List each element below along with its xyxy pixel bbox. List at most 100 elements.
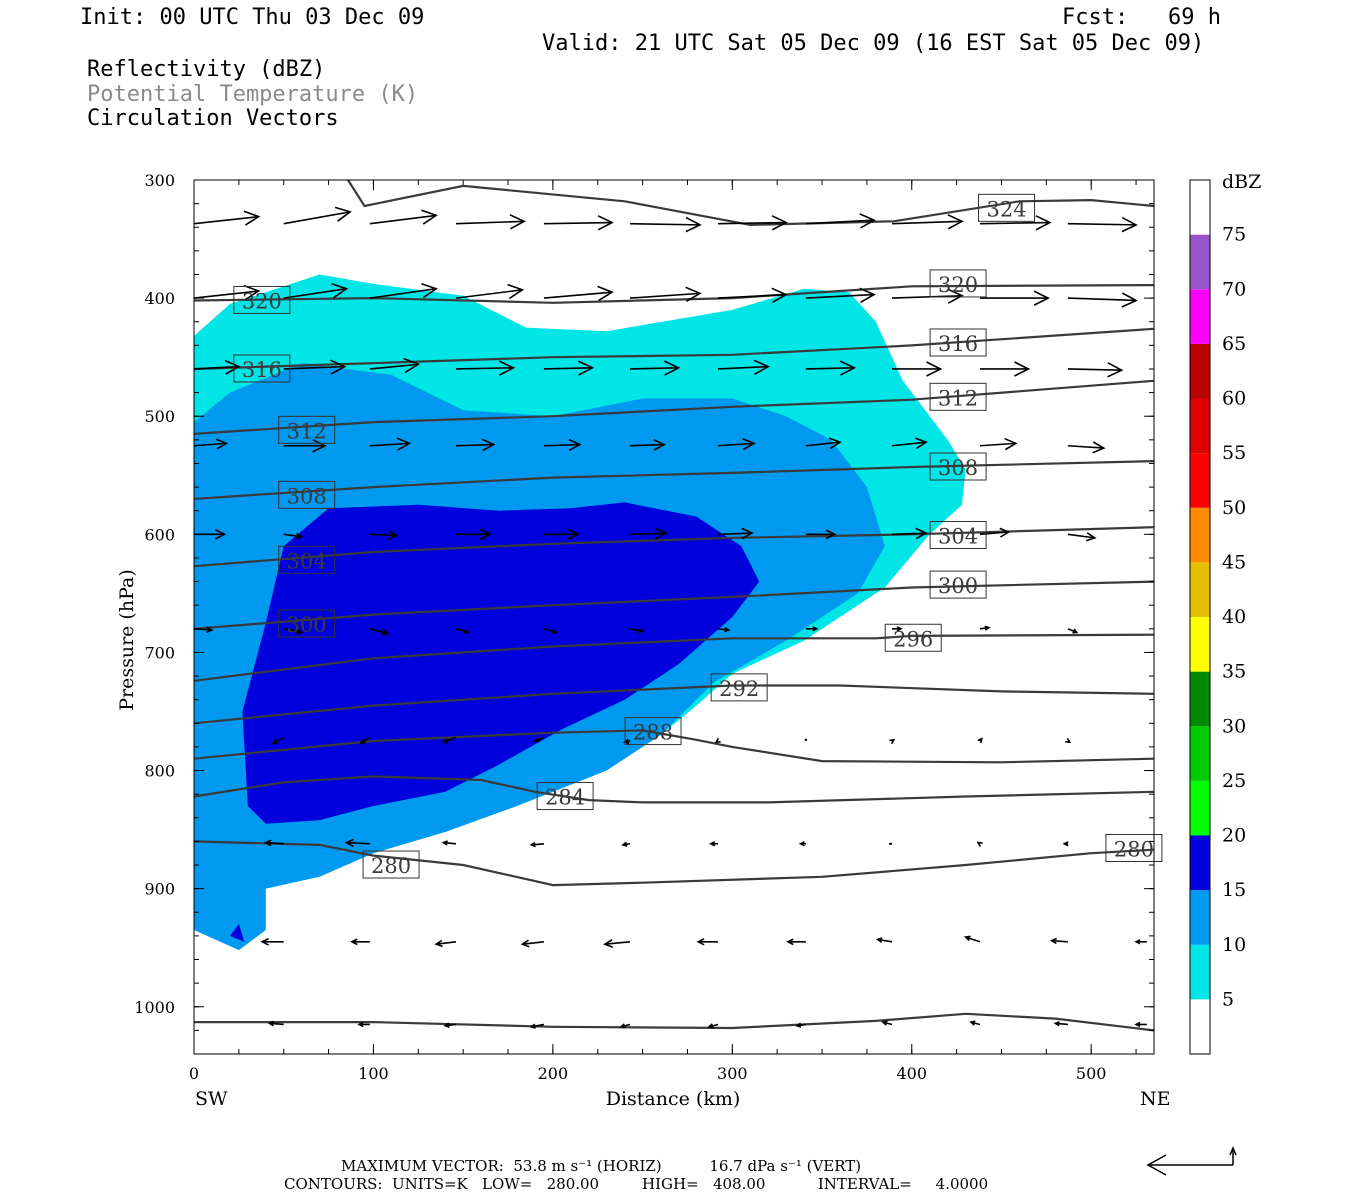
x-tick-label: 100	[358, 1064, 389, 1083]
colorbar-swatch	[1190, 180, 1210, 235]
circulation-vector	[1053, 1020, 1068, 1027]
circulation-vector	[979, 215, 1052, 231]
theta-label-292: 292	[710, 673, 768, 702]
colorbar-swatch	[1190, 398, 1210, 454]
svg-text:312: 312	[938, 386, 978, 410]
svg-text:296: 296	[893, 627, 933, 651]
circulation-vector	[1049, 937, 1068, 945]
circulation-vector	[543, 628, 559, 634]
theta-label-296: 296	[884, 623, 942, 652]
svg-text:284: 284	[545, 786, 585, 810]
circulation-vector	[889, 842, 893, 845]
colorbar-level-label: 30	[1222, 715, 1246, 737]
circulation-vector	[976, 841, 983, 847]
circulation-vector	[875, 937, 893, 943]
colorbar-swatch	[1190, 999, 1210, 1054]
circulation-vector	[707, 1023, 719, 1029]
circulation-vector	[350, 938, 370, 946]
theta-contour-308	[194, 460, 1154, 500]
circulation-vector	[283, 438, 327, 453]
circulation-vector	[1067, 292, 1138, 308]
theta-label-304: 304	[278, 545, 336, 574]
circulation-vector	[267, 1020, 284, 1027]
circulation-vector	[977, 737, 983, 744]
theta-label-312: 312	[929, 382, 987, 411]
direction-sw: SW	[195, 1088, 228, 1110]
theta-label-308: 308	[278, 480, 336, 509]
y-tick-label: 500	[144, 407, 175, 426]
circulation-vector	[455, 360, 516, 376]
circulation-vector	[344, 838, 370, 848]
x-tick-label: 300	[717, 1064, 748, 1083]
circulation-vector	[630, 439, 666, 451]
colorbar-swatch	[1190, 890, 1210, 945]
theta-contour-296	[194, 633, 1154, 682]
circulation-vector	[455, 528, 492, 541]
theta-contour-304	[194, 526, 1154, 568]
colorbar: 5 10 15 20 25 30 35 40 45 50 55 60 65 70 75	[1189, 179, 1246, 1055]
colorbar-swatch	[1190, 617, 1210, 672]
circulation-vector	[1067, 362, 1124, 378]
colorbar-swatch	[1190, 453, 1210, 508]
x-tick-label: 0	[189, 1064, 199, 1083]
colorbar-level-label: 15	[1222, 879, 1246, 901]
theta-label-280: 280	[362, 850, 420, 879]
colorbar-level-label: 55	[1222, 442, 1246, 464]
valid-time: Valid: 21 UTC Sat 05 Dec 09 (16 EST Sat …	[542, 31, 1205, 56]
circulation-vector	[629, 286, 702, 302]
circulation-vector	[969, 1020, 981, 1026]
theta-label-284: 284	[536, 782, 594, 811]
x-tick-label: 400	[896, 1064, 927, 1083]
theta-label-300: 300	[278, 609, 336, 638]
circulation-vector	[359, 736, 371, 745]
theta-contour-284	[194, 775, 1154, 804]
circulation-vector	[621, 841, 631, 848]
circulation-vector	[543, 528, 580, 541]
circulation-vector	[805, 529, 837, 540]
theta-label-288: 288	[624, 717, 682, 746]
circulation-vector	[283, 206, 352, 225]
theta-label-308: 308	[929, 452, 987, 481]
circulation-vector	[543, 285, 614, 302]
circulation-vector	[881, 1020, 893, 1026]
circulation-vector	[889, 738, 896, 745]
reflectivity-15dbz-region	[229, 924, 245, 942]
theta-label-280: 280	[1105, 833, 1163, 862]
circulation-vector	[271, 736, 285, 745]
colorbar-level-label: 20	[1222, 825, 1246, 847]
y-tick-label: 800	[144, 762, 175, 781]
circulation-vector	[533, 736, 545, 743]
circulation-vector	[714, 737, 721, 744]
theta-contour-316	[194, 327, 1154, 371]
theta-label-304: 304	[929, 521, 987, 550]
circulation-vector	[455, 283, 525, 300]
svg-text:324: 324	[986, 197, 1026, 221]
svg-text:308: 308	[287, 484, 327, 508]
circulation-vector	[369, 357, 421, 374]
colorbar-level-label: 5	[1222, 988, 1234, 1010]
circulation-vector	[283, 283, 349, 299]
circulation-vector	[963, 935, 981, 943]
circulation-vector	[260, 937, 284, 946]
colorbar-swatch	[1190, 780, 1210, 836]
svg-text:292: 292	[719, 677, 759, 701]
circulation-vector	[717, 359, 770, 375]
circulation-vector	[520, 939, 544, 948]
theta-contour-300	[194, 580, 1154, 630]
colorbar-swatch	[1190, 726, 1210, 781]
svg-text:300: 300	[938, 574, 978, 598]
circulation-vector	[357, 1021, 370, 1028]
circulation-vector	[1065, 737, 1072, 744]
theta-label-320: 320	[929, 269, 987, 298]
circulation-vector	[529, 841, 544, 848]
circulation-vector	[369, 628, 390, 636]
circulation-vector	[543, 438, 582, 452]
theta-label-312: 312	[278, 415, 336, 444]
circulation-vector	[283, 359, 347, 375]
circulation-vector	[891, 437, 928, 450]
circulation-vector	[194, 284, 261, 301]
colorbar-level-label: 45	[1222, 551, 1246, 573]
circulation-vector	[455, 214, 526, 230]
circulation-vector	[979, 625, 991, 631]
y-tick-label: 300	[144, 171, 175, 190]
